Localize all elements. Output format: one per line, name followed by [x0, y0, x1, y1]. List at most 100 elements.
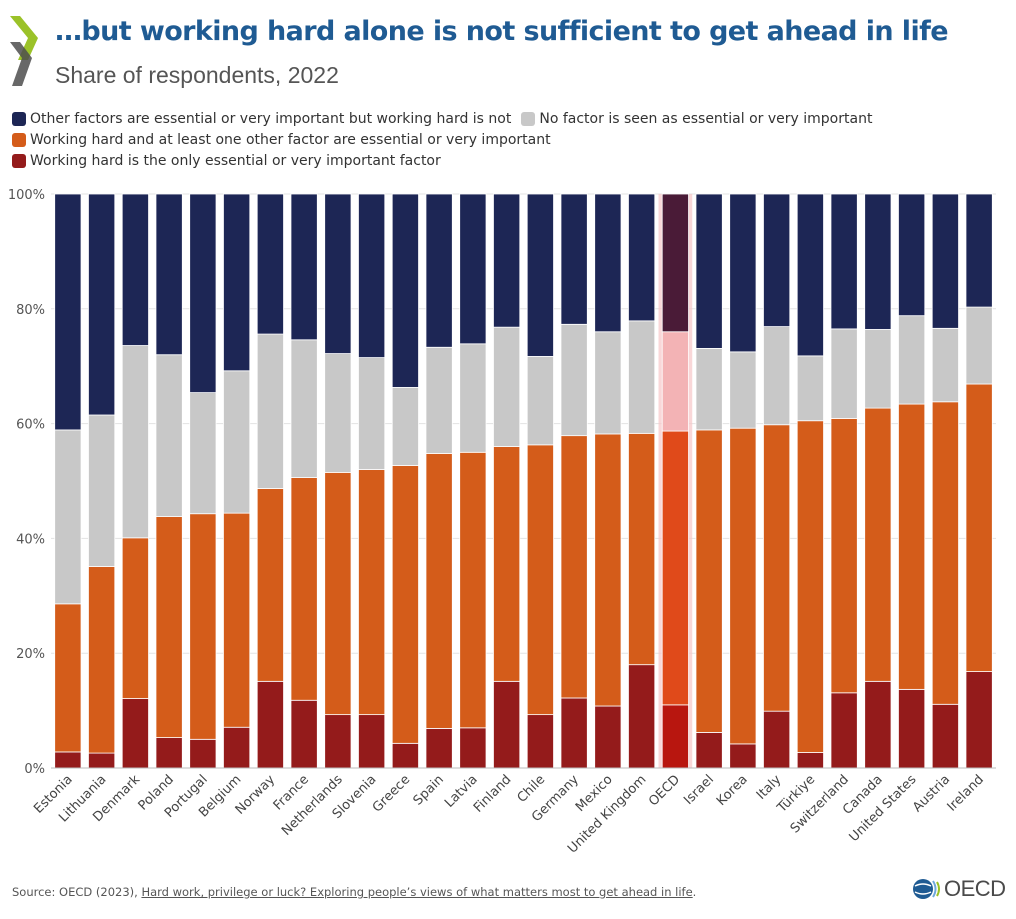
bar-segment[interactable]: Korea — Other factors are essential or v…: [729, 193, 757, 353]
bar-segment[interactable]: Austria — Other factors are essential or…: [931, 193, 959, 329]
bar-segment[interactable]: OECD — Working hard is the only essentia…: [661, 704, 689, 769]
bar-segment[interactable]: Italy — Working hard and at least one ot…: [763, 424, 791, 712]
bar-segment[interactable]: United States — Other factors are essent…: [898, 193, 926, 317]
bar-segment[interactable]: Latvia — Working hard is the only essent…: [459, 727, 487, 769]
bar-segment[interactable]: Korea — Working hard is the only essenti…: [729, 743, 757, 769]
bar-segment[interactable]: Netherlands — Working hard and at least …: [324, 471, 352, 716]
bar-segment[interactable]: Switzerland — Working hard and at least …: [830, 418, 858, 694]
bar-segment[interactable]: Canada — Working hard and at least one o…: [864, 407, 892, 682]
bar-segment[interactable]: Mexico — Working hard is the only essent…: [594, 705, 622, 769]
bar-segment[interactable]: Netherlands — Working hard is the only e…: [324, 714, 352, 769]
bar-segment[interactable]: Poland — Other factors are essential or …: [155, 193, 183, 356]
bar-segment[interactable]: Germany — Other factors are essential or…: [560, 193, 588, 325]
bar-segment[interactable]: Canada — Other factors are essential or …: [864, 193, 892, 330]
bar-segment[interactable]: Lithuania — Other factors are essential …: [88, 193, 116, 416]
bar-segment[interactable]: United Kingdom — Working hard is the onl…: [628, 664, 656, 769]
bar-segment[interactable]: Israel — Working hard is the only essent…: [695, 732, 723, 769]
bar-segment[interactable]: Spain — Working hard is the only essenti…: [425, 727, 453, 769]
bar-segment[interactable]: Chile — No factor is seen as essential o…: [526, 356, 554, 446]
bar-segment[interactable]: Switzerland — No factor is seen as essen…: [830, 328, 858, 419]
bar-segment[interactable]: France — Working hard is the only essent…: [290, 699, 318, 769]
bar-segment[interactable]: Latvia — Working hard and at least one o…: [459, 451, 487, 729]
bar-segment[interactable]: Spain — No factor is seen as essential o…: [425, 346, 453, 454]
bar-segment[interactable]: Italy — No factor is seen as essential o…: [763, 326, 791, 426]
bar-segment[interactable]: Belgium — Other factors are essential or…: [223, 193, 251, 372]
bar-segment[interactable]: Chile — Other factors are essential or v…: [526, 193, 554, 357]
bar-segment[interactable]: Israel — Other factors are essential or …: [695, 193, 723, 349]
bar-segment[interactable]: Austria — No factor is seen as essential…: [931, 327, 959, 403]
bar-segment[interactable]: Ireland — No factor is seen as essential…: [965, 306, 993, 385]
bar-segment[interactable]: OECD — No factor is seen as essential or…: [661, 331, 689, 432]
bar-segment[interactable]: Norway — Working hard is the only essent…: [256, 680, 284, 769]
bar-segment[interactable]: Lithuania — Working hard is the only ess…: [88, 752, 116, 769]
bar-segment[interactable]: OECD — Other factors are essential or ve…: [661, 193, 689, 333]
bar-segment[interactable]: Lithuania — No factor is seen as essenti…: [88, 414, 116, 567]
bar-segment[interactable]: Slovenia — Working hard is the only esse…: [358, 714, 386, 769]
bar-segment[interactable]: Germany — No factor is seen as essential…: [560, 323, 588, 437]
bar-segment[interactable]: Denmark — Other factors are essential or…: [121, 193, 149, 346]
bar-segment[interactable]: France — Working hard and at least one o…: [290, 477, 318, 701]
bar-segment[interactable]: Greece — Working hard is the only essent…: [391, 742, 419, 769]
bar-segment[interactable]: Italy — Working hard is the only essenti…: [763, 710, 791, 769]
bar-segment[interactable]: Estonia — No factor is seen as essential…: [54, 429, 82, 605]
bar-segment[interactable]: Portugal — No factor is seen as essentia…: [189, 392, 217, 515]
bar-segment[interactable]: Denmark — Working hard and at least one …: [121, 537, 149, 699]
bar-segment[interactable]: France — No factor is seen as essential …: [290, 339, 318, 478]
bar-segment[interactable]: Germany — Working hard is the only essen…: [560, 697, 588, 769]
bar-segment[interactable]: Ireland — Other factors are essential or…: [965, 193, 993, 308]
bar-segment[interactable]: Estonia — Working hard and at least one …: [54, 603, 82, 753]
bar-segment[interactable]: Netherlands — No factor is seen as essen…: [324, 353, 352, 473]
bar-segment[interactable]: Switzerland — Working hard is the only e…: [830, 692, 858, 769]
bar-segment[interactable]: Slovenia — Working hard and at least one…: [358, 469, 386, 716]
legend-item[interactable]: Other factors are essential or very impo…: [12, 111, 511, 127]
bar-segment[interactable]: Austria — Working hard and at least one …: [931, 401, 959, 705]
bar-segment[interactable]: Latvia — Other factors are essential or …: [459, 193, 487, 345]
bar-segment[interactable]: Germany — Working hard and at least one …: [560, 435, 588, 699]
bar-segment[interactable]: Norway — Other factors are essential or …: [256, 193, 284, 335]
bar-segment[interactable]: Austria — Working hard is the only essen…: [931, 703, 959, 769]
bar-segment[interactable]: Poland — Working hard is the only essent…: [155, 737, 183, 769]
bar-segment[interactable]: Poland — Working hard and at least one o…: [155, 516, 183, 738]
bar-segment[interactable]: Türkiye — Other factors are essential or…: [796, 193, 824, 357]
bar-segment[interactable]: Ireland — Working hard and at least one …: [965, 383, 993, 672]
bar-segment[interactable]: Greece — Working hard and at least one o…: [391, 465, 419, 744]
bar-segment[interactable]: OECD — Working hard and at least one oth…: [661, 430, 689, 706]
bar-segment[interactable]: Canada — No factor is seen as essential …: [864, 329, 892, 409]
bar-segment[interactable]: Belgium — Working hard and at least one …: [223, 512, 251, 728]
bar-segment[interactable]: Switzerland — Other factors are essentia…: [830, 193, 858, 330]
bar-segment[interactable]: United Kingdom — Other factors are essen…: [628, 193, 656, 322]
bar-segment[interactable]: Türkiye — No factor is seen as essential…: [796, 355, 824, 422]
bar-segment[interactable]: Greece — No factor is seen as essential …: [391, 387, 419, 466]
bar-segment[interactable]: Denmark — Working hard is the only essen…: [121, 698, 149, 769]
bar-segment[interactable]: Mexico — No factor is seen as essential …: [594, 331, 622, 435]
bar-segment[interactable]: Poland — No factor is seen as essential …: [155, 354, 183, 517]
bar-segment[interactable]: Portugal — Other factors are essential o…: [189, 193, 217, 394]
source-link[interactable]: Hard work, privilege or luck? Exploring …: [141, 885, 693, 899]
bar-segment[interactable]: Belgium — Working hard is the only essen…: [223, 726, 251, 769]
bar-segment[interactable]: United States — No factor is seen as ess…: [898, 315, 926, 405]
bar-segment[interactable]: Finland — Working hard is the only essen…: [493, 680, 521, 769]
bar-segment[interactable]: Belgium — No factor is seen as essential…: [223, 370, 251, 514]
bar-segment[interactable]: Canada — Working hard is the only essent…: [864, 680, 892, 769]
bar-segment[interactable]: Korea — Working hard and at least one ot…: [729, 427, 757, 745]
bar-segment[interactable]: Spain — Working hard and at least one ot…: [425, 453, 453, 729]
bar-segment[interactable]: Lithuania — Working hard and at least on…: [88, 566, 116, 754]
bar-segment[interactable]: Ireland — Working hard is the only essen…: [965, 671, 993, 769]
bar-segment[interactable]: United States — Working hard is the only…: [898, 688, 926, 769]
bar-segment[interactable]: Spain — Other factors are essential or v…: [425, 193, 453, 348]
bar-segment[interactable]: Korea — No factor is seen as essential o…: [729, 351, 757, 429]
bar-segment[interactable]: Finland — Other factors are essential or…: [493, 193, 521, 328]
bar-segment[interactable]: Mexico — Other factors are essential or …: [594, 193, 622, 333]
bar-segment[interactable]: United Kingdom — No factor is seen as es…: [628, 320, 656, 434]
bar-segment[interactable]: Israel — No factor is seen as essential …: [695, 348, 723, 431]
bar-segment[interactable]: Slovenia — No factor is seen as essentia…: [358, 357, 386, 470]
legend-item[interactable]: Working hard is the only essential or ve…: [12, 153, 441, 169]
bar-segment[interactable]: Estonia — Other factors are essential or…: [54, 193, 82, 431]
bar-segment[interactable]: Chile — Working hard is the only essenti…: [526, 714, 554, 769]
bar-segment[interactable]: Slovenia — Other factors are essential o…: [358, 193, 386, 358]
bar-segment[interactable]: United Kingdom — Working hard and at lea…: [628, 432, 656, 666]
bar-segment[interactable]: Greece — Other factors are essential or …: [391, 193, 419, 388]
bar-segment[interactable]: Israel — Working hard and at least one o…: [695, 429, 723, 733]
legend-item[interactable]: No factor is seen as essential or very i…: [521, 111, 872, 127]
bar-segment[interactable]: Chile — Working hard and at least one ot…: [526, 444, 554, 716]
